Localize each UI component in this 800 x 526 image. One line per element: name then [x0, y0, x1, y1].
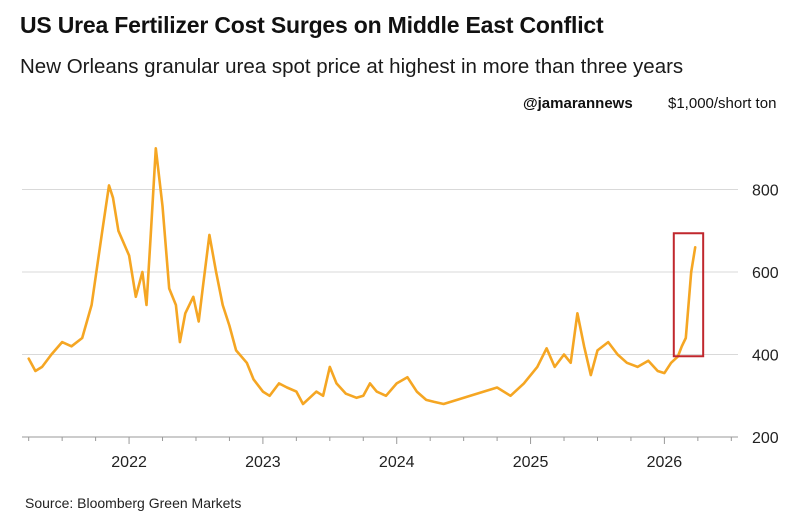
y-tick-label: 400 [752, 348, 779, 365]
x-tick-label: 2026 [647, 454, 683, 471]
x-tick-label: 2023 [245, 454, 281, 471]
x-tick-label: 2024 [379, 454, 415, 471]
highlight-box [672, 232, 705, 358]
watermark-handle: @jamarannews [523, 95, 633, 112]
chart-title: US Urea Fertilizer Cost Surges on Middle… [20, 12, 604, 38]
x-tick-label: 2025 [513, 454, 549, 471]
y-tick-label: 800 [752, 183, 779, 200]
price-series-line [27, 147, 697, 406]
y-axis-unit-label: $1,000/short ton [668, 95, 777, 112]
x-tick-label: 2022 [111, 454, 147, 471]
y-tick-label: 200 [752, 430, 779, 447]
chart-subtitle: New Orleans granular urea spot price at … [20, 55, 684, 78]
y-tick-label: 600 [752, 265, 779, 282]
source-note: Source: Bloomberg Green Markets [25, 495, 242, 511]
